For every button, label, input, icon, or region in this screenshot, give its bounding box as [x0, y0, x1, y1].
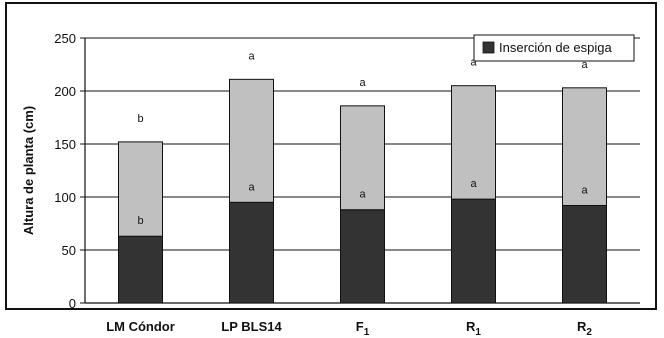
y-axis-title: Altura de planta (cm) — [21, 106, 36, 235]
top-significance-label: a — [581, 59, 588, 71]
inner-significance-label: a — [581, 184, 588, 196]
x-category-label: LP BLS14 — [221, 319, 282, 334]
x-category-label: LM Cóndor — [106, 319, 175, 334]
inner-significance-label: a — [248, 181, 255, 193]
legend-swatch — [482, 41, 495, 54]
x-category-label: F1 — [356, 319, 370, 338]
y-tick-label: 50 — [62, 243, 76, 258]
bar-inserción-de-espiga — [229, 201, 274, 304]
y-tick-label: 150 — [54, 137, 76, 152]
top-significance-label: a — [359, 77, 366, 89]
bar-inserción-de-espiga — [118, 235, 163, 304]
x-category-label: R1 — [466, 319, 481, 338]
top-significance-label: a — [470, 57, 477, 69]
inner-significance-label: a — [359, 189, 366, 201]
top-significance-label: b — [137, 113, 143, 125]
y-tick-label: 250 — [54, 31, 76, 46]
bar-upper-segment — [562, 87, 607, 206]
inner-significance-label: b — [137, 215, 143, 227]
inner-significance-label: a — [470, 178, 477, 190]
x-category-label: R2 — [577, 319, 592, 338]
y-tick-label: 100 — [54, 190, 76, 205]
bar-upper-segment — [340, 105, 385, 211]
legend-label: Inserción de espiga — [499, 40, 613, 55]
bar-upper-segment — [451, 85, 496, 200]
bar-upper-segment — [229, 78, 274, 203]
y-tick-label: 0 — [69, 296, 76, 311]
y-tick-label: 200 — [54, 84, 76, 99]
bar-inserción-de-espiga — [451, 198, 496, 304]
bar-inserción-de-espiga — [340, 209, 385, 304]
bar-inserción-de-espiga — [562, 204, 607, 304]
top-significance-label: a — [248, 50, 255, 62]
legend-box — [473, 34, 635, 62]
bar-upper-segment — [118, 141, 163, 237]
